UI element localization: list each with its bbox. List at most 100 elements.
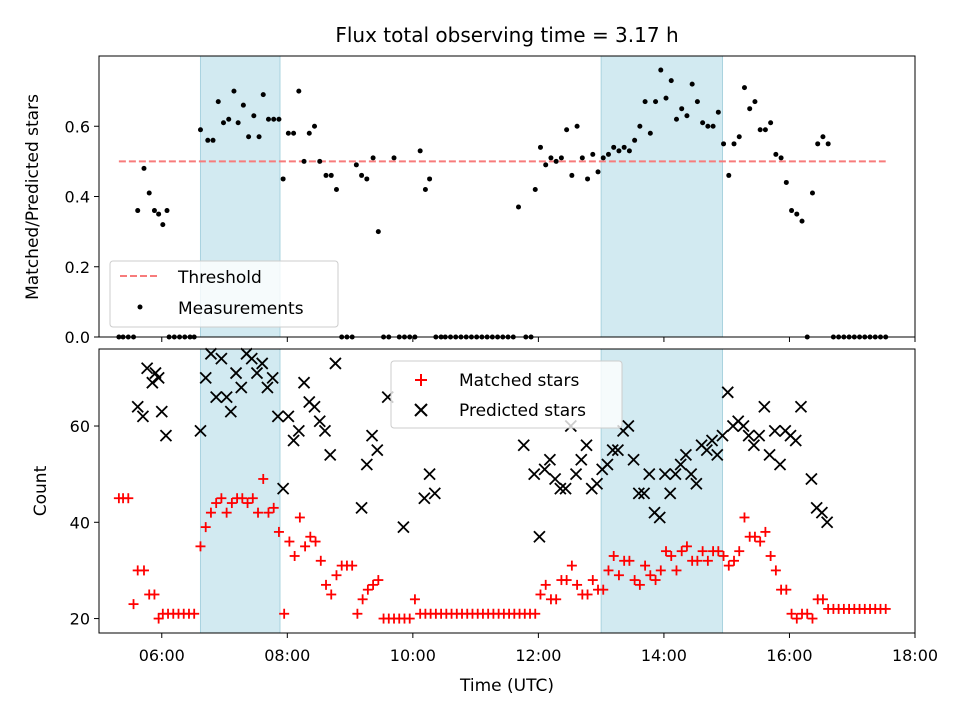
measurement-point	[391, 155, 397, 161]
measurement-point	[679, 106, 685, 112]
matched-star-point	[650, 575, 661, 586]
x-tick-label: 12:00	[515, 646, 561, 665]
matched-star-point	[749, 531, 760, 542]
measurement-point	[778, 155, 784, 161]
predicted-star-point	[292, 424, 305, 437]
predicted-star-point	[590, 477, 604, 490]
matched-star-point	[279, 608, 290, 619]
measurement-point	[731, 141, 737, 147]
predicted-star-point	[632, 487, 645, 500]
predicted-star-point	[271, 410, 285, 423]
bottom-legend-box	[390, 360, 623, 429]
predicted-star-point	[643, 468, 656, 481]
top-chart-title: Flux total observing time = 3.17 h	[335, 23, 678, 47]
measurement-point	[647, 130, 653, 136]
predicted-star-point	[365, 429, 379, 442]
matched-star-point	[263, 507, 274, 518]
measurement-point	[240, 102, 246, 108]
predicted-star-point	[679, 448, 693, 462]
measurement-point	[569, 172, 575, 178]
matched-star-point	[530, 608, 541, 619]
matched-star-point	[671, 565, 682, 576]
matched-star-point	[300, 541, 311, 552]
matched-star-point	[221, 507, 232, 518]
measurement-point	[700, 120, 706, 126]
predicted-star-point	[548, 472, 562, 486]
matched-star-point	[331, 570, 342, 581]
predicted-star-point	[235, 381, 248, 394]
matched-star-point	[718, 550, 729, 561]
measurement-point	[353, 162, 359, 168]
measurement-point	[590, 151, 596, 157]
measurement-point	[141, 165, 147, 171]
matched-star-point	[352, 608, 363, 619]
matched-star-point	[692, 555, 703, 566]
shaded-interval-2	[600, 55, 724, 338]
measurement-point	[616, 148, 622, 154]
measurement-point	[265, 116, 271, 122]
matched-star-point	[676, 546, 687, 557]
measurement-point	[210, 137, 216, 143]
measurement-point	[673, 116, 679, 122]
matched-star-point	[603, 565, 614, 576]
measurement-point	[296, 88, 302, 94]
predicted-star-point	[155, 405, 168, 418]
measurement-point	[632, 137, 638, 143]
measurement-point	[160, 222, 166, 228]
measurement-point	[621, 144, 627, 150]
predicted-star-point	[747, 439, 761, 452]
matched-star-point	[362, 584, 373, 595]
measurement-point	[370, 155, 376, 161]
top-x-axis-ticks	[161, 337, 916, 342]
top-legend: Threshold Measurements	[109, 260, 339, 328]
x-axis-label: Time (UTC)	[459, 676, 554, 696]
predicted-star-point	[215, 352, 228, 365]
predicted-star-point	[329, 357, 342, 370]
measurement-point	[710, 123, 716, 129]
measurement-point	[736, 134, 742, 140]
measurement-point	[197, 127, 203, 133]
predicted-star-point	[674, 458, 687, 471]
bottom-legend: Matched stars Predicted stars	[390, 360, 623, 429]
matched-star-point	[702, 555, 713, 566]
measurement-point	[146, 190, 152, 196]
matched-star-point	[273, 526, 284, 537]
measurement-point	[637, 123, 643, 129]
predicted-star-point	[554, 482, 567, 495]
measurement-point	[548, 155, 554, 161]
bottom-y-tick-label: 20	[70, 610, 90, 629]
measurement-point	[585, 176, 591, 182]
measurement-point	[215, 99, 221, 105]
predicted-legend-label: Predicted stars	[459, 401, 586, 421]
measurement-point	[642, 99, 648, 105]
predicted-star-point	[575, 453, 588, 466]
predicted-stars-points	[131, 347, 834, 543]
measurements-legend-swatch	[137, 304, 143, 310]
predicted-star-point	[194, 424, 207, 437]
x-tick-label: 08:00	[264, 646, 310, 665]
predicted-star-point	[229, 366, 243, 380]
x-tick-label: 10:00	[390, 646, 436, 665]
matched-star-point	[242, 498, 253, 509]
predicted-star-point	[622, 419, 635, 433]
measurement-point	[768, 120, 774, 126]
predicted-star-point	[815, 506, 829, 519]
predicted-star-point	[533, 530, 546, 543]
measurement-point	[375, 229, 381, 235]
measurement-point	[312, 123, 318, 129]
x-tick-label: 18:00	[892, 646, 938, 665]
measurement-point	[220, 120, 226, 126]
measurement-point	[715, 109, 721, 115]
predicted-star-point	[313, 415, 326, 428]
predicted-star-point	[763, 448, 776, 462]
matched-star-point	[729, 555, 740, 566]
threshold-legend-label: Threshold	[177, 268, 262, 288]
matched-star-point	[666, 550, 677, 561]
measurement-point	[595, 169, 601, 175]
predicted-star-point	[276, 482, 290, 495]
measurement-point	[156, 211, 162, 217]
x-tick-label: 06:00	[139, 646, 185, 665]
top-y-axis-label: Matched/Predicted stars	[23, 94, 43, 300]
matched-star-point	[123, 493, 134, 504]
bottom-y-axis-label: Count	[31, 465, 51, 516]
